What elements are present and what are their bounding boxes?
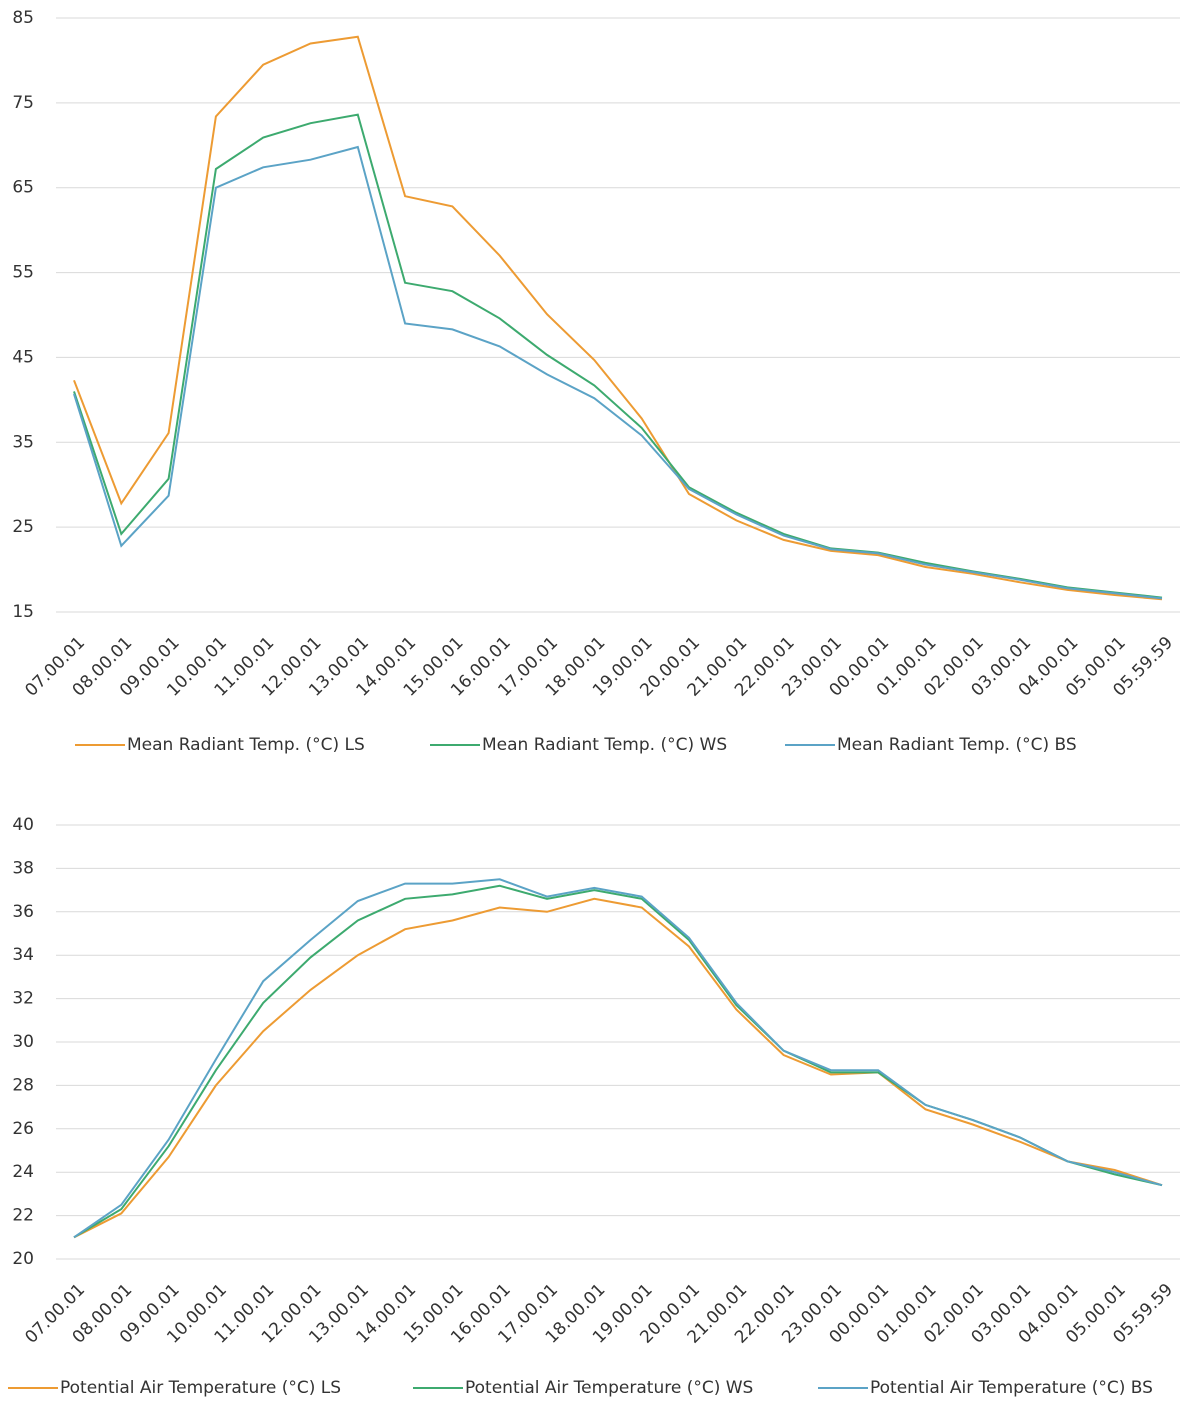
legend-label: Mean Radiant Temp. (°C) LS [127, 735, 365, 755]
legend-label: Potential Air Temperature (°C) BS [870, 1378, 1153, 1398]
legend-label: Potential Air Temperature (°C) WS [465, 1378, 753, 1398]
y-tick-label: 22 [12, 1206, 34, 1226]
series-line [73, 897, 1163, 1239]
y-tick-label: 30 [12, 1032, 34, 1052]
y-tick-label: 75 [12, 93, 34, 113]
y-tick-label: 32 [12, 989, 34, 1009]
y-tick-label: 65 [12, 178, 34, 198]
y-tick-label: 25 [12, 517, 34, 537]
legend-label: Mean Radiant Temp. (°C) WS [482, 735, 727, 755]
series-line [73, 113, 1163, 599]
y-tick-label: 45 [12, 347, 34, 367]
y-tick-label: 38 [12, 858, 34, 878]
y-tick-label: 15 [12, 602, 34, 622]
y-tick-label: 55 [12, 263, 34, 283]
y-tick-label: 85 [12, 8, 34, 28]
legend-label: Mean Radiant Temp. (°C) BS [837, 735, 1077, 755]
y-tick-label: 26 [12, 1119, 34, 1139]
y-tick-label: 20 [12, 1249, 34, 1269]
y-tick-label: 36 [12, 902, 34, 922]
y-tick-label: 40 [12, 815, 34, 835]
legend-label: Potential Air Temperature (°C) LS [60, 1378, 341, 1398]
y-tick-label: 35 [12, 432, 34, 452]
series-line [73, 878, 1163, 1239]
y-tick-label: 24 [12, 1162, 34, 1182]
y-tick-label: 28 [12, 1075, 34, 1095]
y-tick-label: 34 [12, 945, 34, 965]
series-line [73, 35, 1163, 601]
series-line [73, 145, 1163, 600]
